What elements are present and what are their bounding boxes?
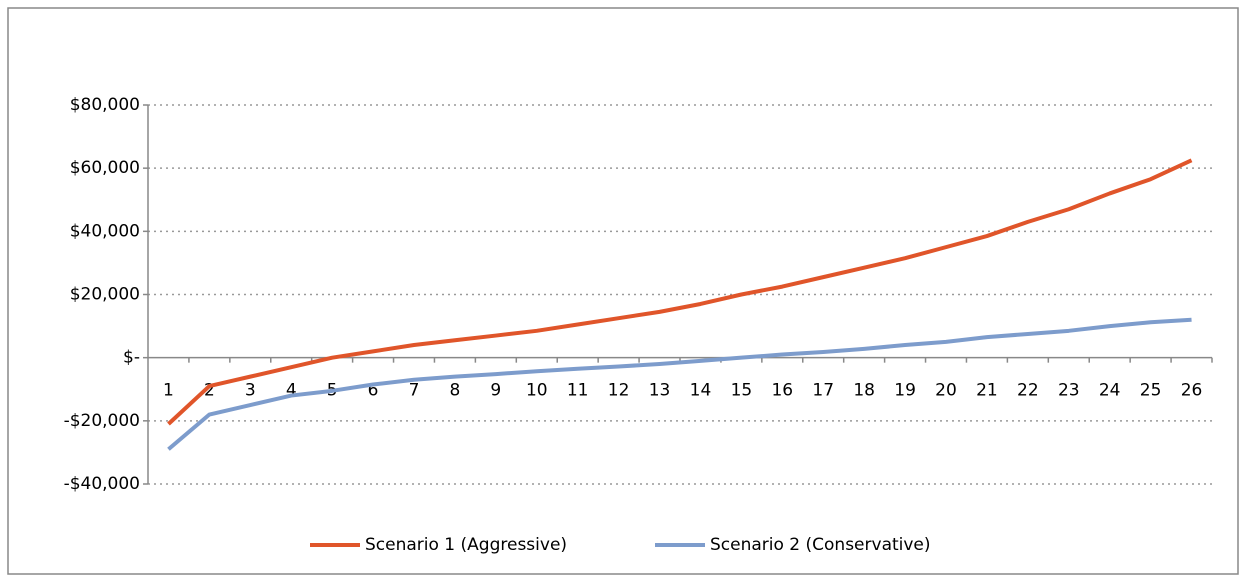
x-tick-label: 1 <box>163 381 174 401</box>
x-tick-label: 13 <box>649 381 671 401</box>
y-tick-label: -$40,000 <box>64 474 140 494</box>
series-line <box>167 158 1193 426</box>
y-tick-label: -$20,000 <box>64 411 140 431</box>
x-tick-label: 9 <box>490 381 501 401</box>
x-tick-label: 18 <box>853 381 875 401</box>
x-tick-label: 7 <box>409 381 420 401</box>
x-tick-label: 25 <box>1140 381 1162 401</box>
x-tick-label: 4 <box>286 381 297 401</box>
legend-label: Scenario 1 (Aggressive) <box>365 535 567 555</box>
x-tick-label: 3 <box>245 381 256 401</box>
y-tick-label: $80,000 <box>70 95 140 115</box>
x-tick-label: 24 <box>1099 381 1121 401</box>
x-tick-label: 21 <box>976 381 998 401</box>
x-tick-label: 19 <box>894 381 916 401</box>
x-tick-label: 17 <box>812 381 834 401</box>
x-tick-label: 15 <box>731 381 753 401</box>
y-tick-label: $- <box>123 348 140 368</box>
x-tick-label: 22 <box>1017 381 1039 401</box>
x-tick-label: 12 <box>608 381 630 401</box>
x-tick-label: 23 <box>1058 381 1080 401</box>
y-tick-label: $40,000 <box>70 221 140 241</box>
chart-frame <box>7 7 1239 575</box>
x-tick-label: 26 <box>1181 381 1203 401</box>
x-tick-label: 2 <box>204 381 215 401</box>
y-tick-label: $60,000 <box>70 158 140 178</box>
x-tick-label: 14 <box>690 381 712 401</box>
legend-label: Scenario 2 (Conservative) <box>710 535 931 555</box>
x-tick-label: 6 <box>368 381 379 401</box>
x-tick-label: 20 <box>935 381 957 401</box>
x-tick-label: 16 <box>771 381 793 401</box>
x-tick-label: 8 <box>450 381 461 401</box>
series-line <box>167 317 1192 451</box>
y-tick-label: $20,000 <box>70 285 140 305</box>
x-tick-label: 10 <box>526 381 548 401</box>
x-tick-label: 11 <box>567 381 589 401</box>
